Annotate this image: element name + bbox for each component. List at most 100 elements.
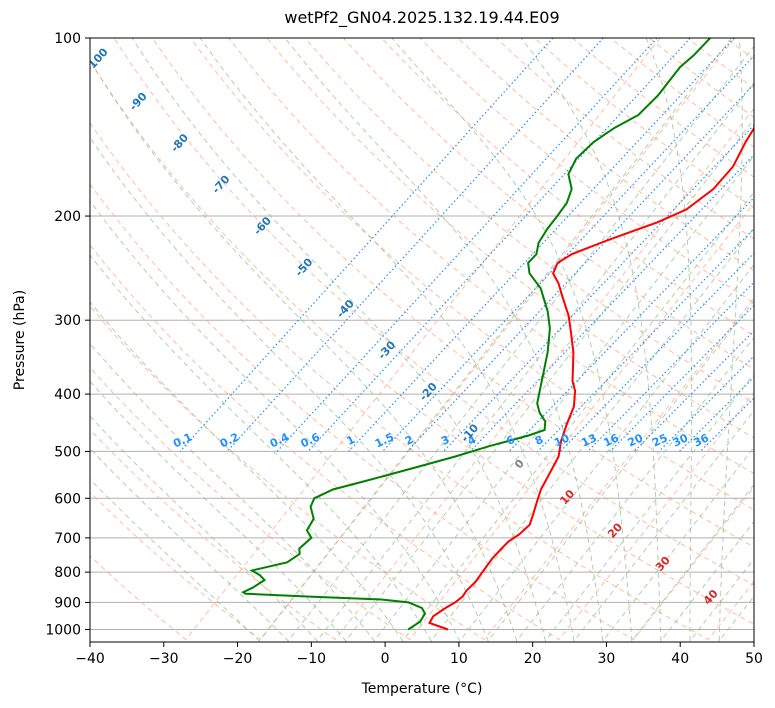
- dewpoint-profile-line: [241, 38, 711, 631]
- y-tick-label: 700: [54, 531, 81, 547]
- mixing-ratio-label: 0.2: [218, 430, 241, 450]
- mixing-ratio-line: [587, 281, 754, 452]
- x-axis-label: Temperature (°C): [361, 681, 483, 697]
- mixing-ratio-line: [443, 124, 754, 452]
- mixing-ratio-line: [406, 83, 754, 452]
- mixing-ratio-line: [307, 38, 691, 452]
- dry-adiabat: [151, 38, 754, 548]
- moist-adiabat: [90, 38, 732, 642]
- x-tick-label: 20: [524, 651, 542, 667]
- warm-isotherm-label: 30: [653, 554, 673, 574]
- isotherm-label: -20: [417, 380, 440, 404]
- mixing-ratio-label: 25: [650, 431, 669, 449]
- moist-adiabat: [90, 227, 754, 642]
- warm-isotherm-label: 0: [512, 457, 527, 472]
- dry-adiabat: [228, 38, 754, 475]
- moist-adiabat: [90, 82, 754, 642]
- dry-adiabat: [266, 38, 754, 439]
- mixing-ratio-label: 13: [579, 431, 598, 449]
- mixing-ratio-label: 0.1: [171, 430, 194, 450]
- mixing-ratio-line: [469, 153, 754, 452]
- dry-adiabat: [534, 38, 754, 209]
- plot-frame: [89, 37, 755, 643]
- mixing-ratio-line: [559, 252, 754, 452]
- y-tick-label: 900: [54, 595, 81, 611]
- moist-adiabat: [90, 200, 754, 642]
- dry-adiabat: [90, 107, 754, 641]
- mixing-ratio-label: 16: [602, 431, 622, 449]
- mixing-ratio-label: 1.5: [373, 430, 396, 450]
- mixing-ratio-line: [276, 38, 658, 452]
- dry-adiabat: [343, 38, 754, 370]
- mixing-ratio-line: [348, 38, 735, 452]
- x-tick-label: −40: [75, 651, 105, 667]
- mixing-ratio-line: [679, 376, 754, 452]
- moist-adiabat: [90, 118, 754, 642]
- y-tick-label: 400: [54, 387, 81, 403]
- profiles: [241, 38, 754, 631]
- moist-adiabat: [718, 38, 754, 642]
- mixing-ratio-line: [537, 227, 754, 452]
- dry-adiabat: [90, 60, 754, 625]
- dry-adiabat: [90, 297, 754, 641]
- y-axis-label: Pressure (hPa): [12, 290, 28, 390]
- y-tick-label: 1000: [45, 622, 81, 638]
- isotherm-label: -100: [83, 45, 111, 74]
- moist-adiabat: [520, 38, 754, 642]
- moist-adiabat: [284, 38, 754, 642]
- mixing-ratio-line: [179, 38, 554, 452]
- isotherm-label: -80: [168, 131, 191, 155]
- warm-isotherm-label: 10: [557, 487, 577, 507]
- isotherm-label: -10: [458, 421, 481, 445]
- moist-adiabat: [199, 38, 754, 642]
- dry-adiabat: [190, 38, 754, 511]
- background-lines: [90, 38, 754, 642]
- x-tick-label: 0: [381, 651, 390, 667]
- mixing-ratio-line: [609, 304, 754, 452]
- mixing-ratio-label: 20: [626, 431, 646, 449]
- dry-adiabat: [90, 183, 754, 641]
- y-tick-label: 600: [54, 491, 81, 507]
- y-tick-label: 200: [54, 209, 81, 225]
- mixing-ratio-line: [226, 38, 604, 452]
- chart-title: wetPf2_GN04.2025.132.19.44.E09: [284, 8, 560, 27]
- isotherm-label: -70: [210, 172, 233, 196]
- dry-adiabat: [90, 38, 661, 641]
- moist-adiabat: [645, 38, 754, 642]
- dry-adiabat: [495, 38, 754, 240]
- x-tick-label: −10: [297, 651, 327, 667]
- dry-adiabat: [90, 38, 736, 641]
- mixing-ratio-line: [381, 54, 754, 452]
- mixing-ratio-label: 10: [552, 431, 572, 449]
- x-tick-label: 30: [598, 651, 616, 667]
- x-tick-label: 10: [450, 651, 468, 667]
- temperature-profile-line: [428, 126, 754, 631]
- moist-adiabat: [90, 59, 754, 642]
- x-tick-label: 50: [745, 651, 763, 667]
- moist-adiabat: [90, 136, 754, 642]
- dry-adiabat: [419, 38, 754, 304]
- dry-adiabat: [90, 244, 754, 641]
- x-tick-label: −20: [223, 651, 253, 667]
- y-tick-label: 500: [54, 444, 81, 460]
- dry-adiabat: [90, 122, 754, 641]
- mixing-ratio-label: 30: [671, 431, 691, 449]
- mixing-ratio-label: 6: [504, 433, 517, 448]
- mixing-ratio-label: 36: [692, 431, 712, 449]
- mixing-ratio-line: [633, 329, 754, 452]
- isotherm-label: -40: [334, 297, 357, 321]
- mixing-ratio-line: [508, 196, 754, 452]
- y-tick-label: 800: [54, 565, 81, 581]
- moist-adiabat: [391, 38, 754, 642]
- isotherm-label: -60: [251, 214, 274, 238]
- dry-adiabat: [113, 38, 754, 586]
- axes: −40 −30 −20 −10 0 10 20 30 40 5010020030040050060…: [45, 31, 763, 667]
- y-tick-label: 300: [54, 313, 81, 329]
- moist-adiabat: [131, 38, 754, 642]
- isotherm-label: -50: [293, 255, 316, 279]
- isotherm-label: -90: [127, 90, 150, 114]
- annotation-labels: 0.1 0.2 0.4 0.6 1 1.5 2 3 4 6 8 10 13 16 20 25 30 36-100-…: [83, 45, 721, 607]
- mixing-ratio-label: 2: [403, 433, 415, 448]
- x-tick-label: 40: [671, 651, 689, 667]
